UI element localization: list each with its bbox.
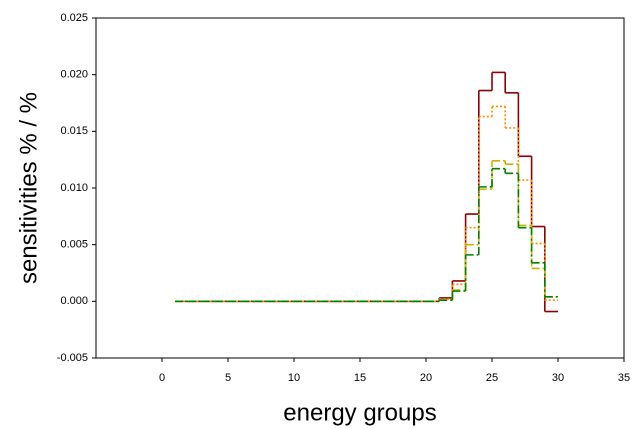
x-tick-label: 15: [354, 372, 366, 384]
x-axis-title: energy groups: [283, 399, 436, 426]
x-tick-label: 20: [420, 372, 432, 384]
y-tick-label: 0.005: [60, 239, 88, 251]
y-axis-title: sensitivities % / %: [15, 92, 42, 284]
y-tick-label: 0.015: [60, 125, 88, 137]
y-tick-label: 0.025: [60, 12, 88, 24]
y-tick-label: 0.010: [60, 182, 88, 194]
y-tick-label: 0.000: [60, 295, 88, 307]
x-tick-label: 25: [486, 372, 498, 384]
x-tick-label: 5: [225, 372, 231, 384]
x-tick-label: 30: [552, 372, 564, 384]
x-tick-label: 0: [159, 372, 165, 384]
x-tick-label: 35: [618, 372, 630, 384]
y-tick-label: -0.005: [57, 352, 88, 364]
x-tick-label: 10: [288, 372, 300, 384]
y-tick-label: 0.020: [60, 69, 88, 81]
